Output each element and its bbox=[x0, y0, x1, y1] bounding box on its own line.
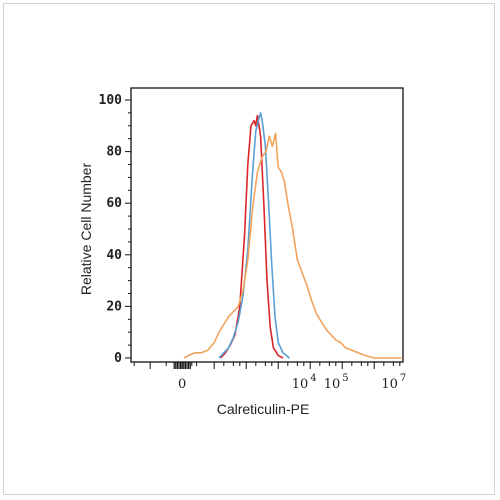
y-tick-label: 20 bbox=[106, 299, 122, 314]
x-tick-label: 10 5 bbox=[324, 373, 349, 392]
plot-area bbox=[130, 87, 404, 363]
y-axis: 0 20 40 60 80 100 bbox=[99, 93, 131, 366]
x-tick-label: 10 7 bbox=[381, 373, 406, 392]
series-line-2 bbox=[218, 112, 290, 359]
plot-border bbox=[130, 87, 404, 363]
y-axis-title: Relative Cell Number bbox=[78, 163, 94, 296]
y-tick-label: 40 bbox=[106, 248, 122, 263]
x-tick-label: 10 4 bbox=[292, 373, 317, 392]
y-tick-label: 0 bbox=[114, 351, 122, 366]
y-tick-label: 60 bbox=[106, 196, 122, 211]
series-line-3 bbox=[183, 132, 402, 359]
x-tick-label: 0 bbox=[178, 377, 186, 392]
y-tick-label: 80 bbox=[106, 145, 122, 160]
series-line-1 bbox=[220, 114, 284, 359]
y-tick-label: 100 bbox=[99, 93, 123, 108]
x-axis: 0 10 4 10 5 10 7 bbox=[133, 362, 406, 392]
x-axis-title: Calreticulin-PE bbox=[217, 401, 310, 417]
